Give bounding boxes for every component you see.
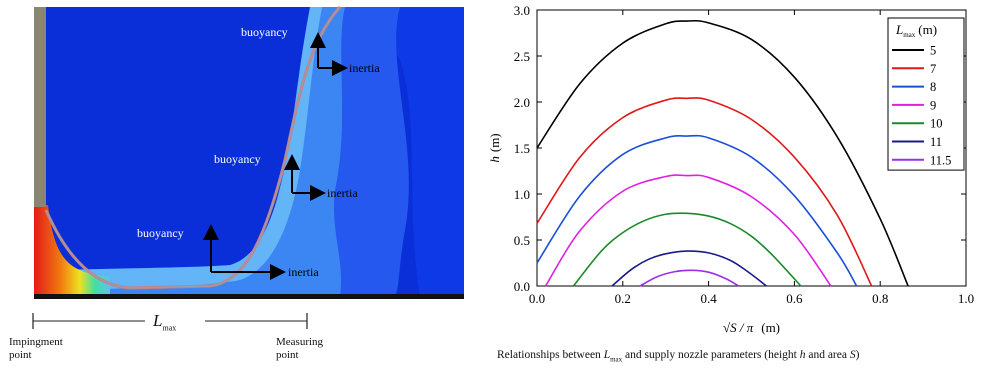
- y-tick-label: 0.5: [514, 233, 530, 248]
- jet-region: [34, 205, 110, 297]
- inertia-label-low: inertia: [288, 265, 319, 279]
- legend-title-subscript: max: [903, 31, 916, 39]
- x-tick-label: 0.0: [529, 291, 545, 306]
- measuring-point-label: Measuring point: [276, 336, 324, 361]
- y-axis-unit: (m): [487, 133, 502, 152]
- series-line-11-5: [639, 269, 740, 287]
- legend-title: Lmax (m): [895, 22, 937, 39]
- buoyancy-label-top: buoyancy: [241, 25, 288, 39]
- line-chart: 0.0 0.2 0.4 0.6 0.8 1.0 0.0 0.5 1.0 1.5 2.0 2.5 3.0 h…: [487, 3, 974, 335]
- y-tick-label: 0.0: [514, 279, 530, 294]
- inertia-label-mid: inertia: [327, 186, 358, 200]
- x-axis-unit: (m): [761, 320, 780, 335]
- x-tick-label: 1.0: [958, 291, 974, 306]
- x-tick-label: 0.2: [615, 291, 631, 306]
- y-axis-symbol: h: [487, 156, 502, 163]
- x-tick-label: 0.8: [872, 291, 888, 306]
- y-tick-label: 1.5: [514, 141, 530, 156]
- x-tick-label: 0.4: [700, 291, 717, 306]
- buoyancy-label-low: buoyancy: [137, 226, 184, 240]
- series-line-5: [536, 19, 909, 287]
- y-tick-label: 2.5: [514, 49, 530, 64]
- floor: [34, 294, 464, 299]
- y-axis-label: h (m): [487, 133, 502, 162]
- simulation-panel: [32, 5, 464, 329]
- y-tick-label: 3.0: [514, 3, 530, 18]
- legend-entry-label: 7: [930, 62, 936, 76]
- impingement-point-label: Impingment point: [9, 336, 63, 361]
- span-label: Lmax: [153, 311, 177, 333]
- legend-title-unit: (m): [918, 22, 937, 37]
- chart-caption: Relationships between Lmax and supply no…: [497, 349, 860, 364]
- flow-layer-1: [312, 7, 464, 297]
- legend-entry-label: 8: [930, 80, 936, 94]
- y-tick-label: 2.0: [514, 95, 530, 110]
- legend-entry-label: 5: [930, 44, 936, 58]
- x-tick-label: 0.6: [786, 291, 803, 306]
- legend-box: [887, 17, 965, 171]
- legend-entry-label: 9: [930, 98, 936, 112]
- x-axis-expression: √S / π: [723, 320, 754, 335]
- legend-entry-label: 11.5: [930, 153, 951, 167]
- buoyancy-label-mid: buoyancy: [214, 152, 261, 166]
- legend-entry-label: 11: [930, 135, 942, 149]
- legend-entry-label: 10: [930, 117, 943, 131]
- inertia-label-top: inertia: [349, 61, 380, 75]
- series-line-9: [544, 174, 832, 287]
- series-line-7: [536, 97, 873, 287]
- wall: [34, 7, 46, 207]
- x-axis-label: √S / π (m): [723, 320, 780, 335]
- series-line-8: [536, 134, 858, 287]
- legend-title-symbol: L: [895, 22, 903, 37]
- streamline-core: [45, 6, 341, 289]
- y-tick-label: 1.0: [514, 187, 530, 202]
- series-line-10: [572, 212, 802, 287]
- series-line-11: [611, 250, 768, 287]
